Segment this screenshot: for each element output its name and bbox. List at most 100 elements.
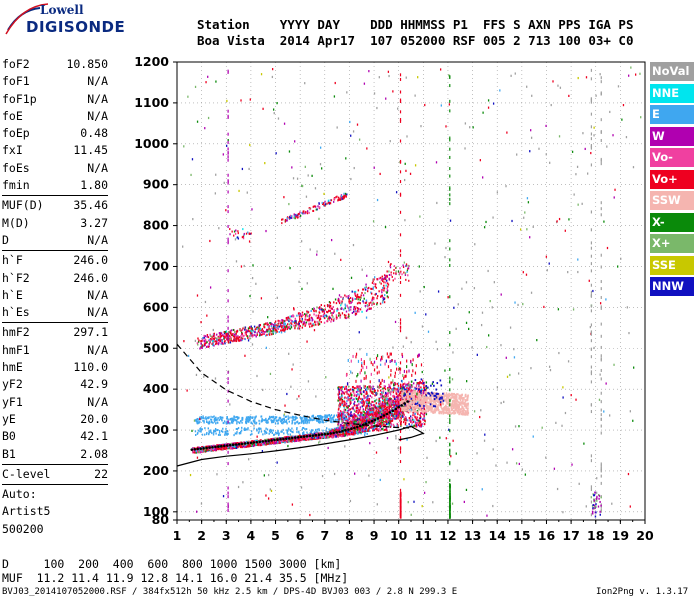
echo-point bbox=[344, 408, 347, 411]
echo-point bbox=[245, 443, 247, 447]
echo-point bbox=[354, 428, 356, 431]
echo-point bbox=[464, 399, 467, 402]
echo-point bbox=[286, 429, 288, 432]
echo-point bbox=[372, 400, 374, 403]
echo-point bbox=[331, 432, 334, 435]
echo-point bbox=[213, 415, 215, 418]
echo-point bbox=[399, 404, 402, 407]
echo-point bbox=[454, 393, 457, 397]
echo-point bbox=[405, 385, 407, 388]
echo-point bbox=[400, 401, 403, 405]
echo-point bbox=[356, 428, 359, 431]
echo-point bbox=[366, 413, 369, 416]
echo-point bbox=[358, 431, 361, 434]
echo-point bbox=[386, 416, 389, 419]
echo-point bbox=[235, 416, 237, 419]
echo-point bbox=[423, 423, 426, 426]
echo-point bbox=[233, 434, 235, 437]
echo-point bbox=[230, 443, 232, 446]
echo-point bbox=[344, 422, 346, 425]
echo-point bbox=[382, 399, 384, 402]
echo-point bbox=[340, 424, 343, 427]
echo-point bbox=[383, 395, 385, 398]
echo-point bbox=[311, 415, 313, 418]
echo-point bbox=[409, 406, 412, 410]
echo-point bbox=[376, 371, 378, 375]
echo-point bbox=[236, 431, 238, 434]
echo-point bbox=[404, 394, 406, 397]
echo-point bbox=[378, 397, 380, 400]
echo-point bbox=[364, 424, 366, 427]
echo-point bbox=[450, 397, 453, 400]
echo-point bbox=[359, 428, 362, 431]
echo-point bbox=[453, 396, 455, 400]
echo-point bbox=[424, 419, 426, 422]
echo-point bbox=[345, 402, 348, 405]
echo-point bbox=[451, 395, 454, 398]
echo-point bbox=[281, 437, 283, 440]
echo-point bbox=[219, 446, 222, 449]
echo-point bbox=[307, 433, 310, 437]
echo-point bbox=[376, 365, 378, 369]
echo-point bbox=[434, 405, 437, 408]
echo-point bbox=[275, 416, 278, 419]
echo-point bbox=[357, 393, 359, 396]
echo-point bbox=[366, 399, 368, 402]
echo-point bbox=[408, 381, 410, 384]
echo-point bbox=[371, 387, 374, 390]
echo-point bbox=[359, 431, 362, 434]
echo-point bbox=[405, 383, 407, 386]
echo-point bbox=[377, 415, 379, 418]
echo-point bbox=[423, 386, 425, 389]
echo-point bbox=[339, 424, 341, 427]
echo-point bbox=[379, 426, 382, 429]
echo-point bbox=[200, 417, 202, 420]
echo-point bbox=[379, 420, 382, 423]
echo-point bbox=[368, 397, 371, 400]
echo-point bbox=[230, 445, 232, 448]
echo-point bbox=[364, 419, 366, 422]
echo-point bbox=[408, 391, 410, 394]
echo-point bbox=[375, 393, 378, 396]
echo-point bbox=[228, 418, 230, 421]
echo-point bbox=[379, 408, 382, 411]
echo-point bbox=[404, 388, 406, 391]
echo-point bbox=[368, 414, 370, 417]
echo-point bbox=[463, 402, 466, 405]
echo-point bbox=[343, 414, 345, 417]
echo-point bbox=[341, 386, 343, 389]
echo-point bbox=[461, 402, 463, 405]
echo-point bbox=[418, 419, 420, 422]
echo-point bbox=[292, 435, 294, 438]
echo-point bbox=[208, 416, 210, 419]
echo-point bbox=[414, 379, 417, 382]
echo-point bbox=[459, 408, 461, 411]
echo-point bbox=[420, 397, 423, 400]
echo-point bbox=[310, 429, 313, 432]
echo-point bbox=[282, 428, 284, 431]
echo-point bbox=[342, 411, 344, 414]
echo-point bbox=[340, 427, 343, 430]
echo-point bbox=[233, 446, 236, 449]
echo-point bbox=[218, 431, 221, 434]
echo-point bbox=[441, 401, 444, 404]
echo-point bbox=[415, 417, 418, 420]
echo-point bbox=[380, 411, 383, 414]
echo-point bbox=[318, 419, 320, 422]
echo-point bbox=[362, 390, 365, 393]
echo-point bbox=[407, 406, 410, 409]
echo-point bbox=[204, 433, 206, 436]
echo-point bbox=[403, 369, 406, 373]
echo-point bbox=[406, 403, 409, 406]
echo-point bbox=[225, 422, 228, 425]
echo-point bbox=[380, 417, 383, 420]
echo-point bbox=[438, 397, 440, 400]
echo-point bbox=[298, 435, 301, 438]
echo-point bbox=[382, 423, 385, 426]
echo-point bbox=[463, 403, 466, 406]
echo-point bbox=[247, 428, 249, 431]
echo-point bbox=[288, 420, 290, 423]
echo-point bbox=[387, 398, 389, 401]
echo-point bbox=[387, 392, 389, 396]
echo-point bbox=[261, 419, 263, 422]
